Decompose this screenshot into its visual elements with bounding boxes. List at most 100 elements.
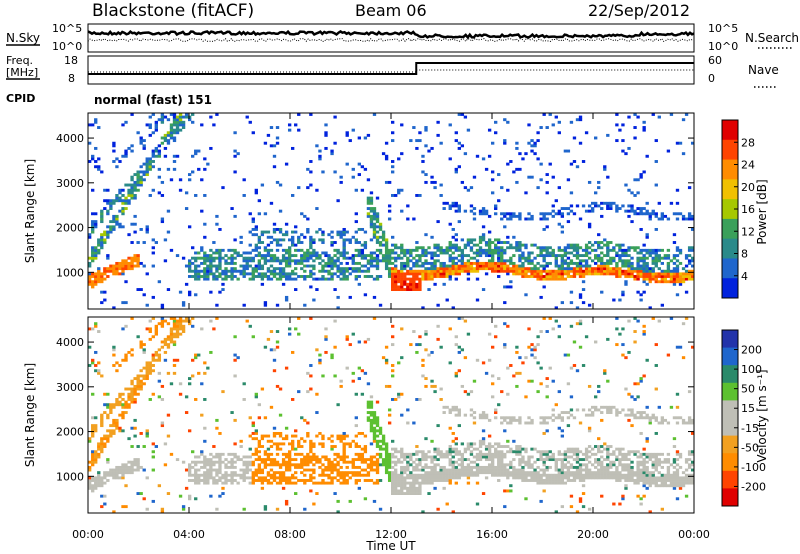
power-cell <box>657 115 661 119</box>
velocity-cell <box>400 327 404 331</box>
power-cell <box>181 301 186 305</box>
velocity-cell <box>375 463 380 467</box>
power-cell <box>97 251 101 255</box>
velocity-cell <box>106 413 110 417</box>
power-cell <box>136 288 140 291</box>
velocity-cell <box>436 473 440 477</box>
power-cell <box>209 254 213 258</box>
power-cell <box>136 173 140 177</box>
power-cell <box>500 217 504 221</box>
power-cell <box>542 254 546 258</box>
power-cell <box>536 157 540 161</box>
velocity-cell <box>584 450 589 454</box>
velocity-cell <box>88 479 92 482</box>
velocity-cell <box>594 471 598 475</box>
power-cell <box>587 225 592 229</box>
power-cell <box>463 264 468 268</box>
power-cell <box>400 264 404 268</box>
power-cell <box>463 269 468 273</box>
power-cell <box>669 201 674 205</box>
velocity-cell <box>594 458 598 462</box>
velocity-cell <box>145 377 149 381</box>
power-cell <box>306 248 310 252</box>
power-cell <box>191 269 195 273</box>
velocity-cell <box>200 452 204 456</box>
power-cell <box>248 251 252 255</box>
velocity-cell <box>578 476 583 480</box>
power-cell <box>478 267 483 271</box>
velocity-cell <box>378 439 383 443</box>
power-cell <box>578 141 583 145</box>
power-cell <box>536 267 540 271</box>
power-cell <box>500 246 504 250</box>
power-cell <box>118 199 122 203</box>
power-cell <box>394 243 398 247</box>
velocity-cell <box>554 481 558 485</box>
velocity-cell <box>272 476 277 480</box>
velocity-cell <box>127 471 131 475</box>
power-cell <box>357 282 361 286</box>
velocity-cell <box>330 479 334 482</box>
power-cell <box>636 269 640 273</box>
velocity-cell <box>551 379 555 383</box>
velocity-cell <box>297 463 301 467</box>
power-cell <box>560 207 565 210</box>
velocity-cell <box>324 465 328 469</box>
power-cell <box>369 196 374 200</box>
velocity-cell <box>433 471 437 475</box>
velocity-cell <box>633 450 637 454</box>
velocity-cell <box>312 455 316 459</box>
velocity-cell <box>427 479 431 482</box>
power-cell <box>88 275 92 278</box>
velocity-cell <box>284 479 289 482</box>
velocity-cell <box>397 481 401 485</box>
velocity-cell <box>551 452 555 456</box>
velocity-cell <box>627 468 631 472</box>
power-cell <box>172 113 177 116</box>
power-cell <box>497 269 501 273</box>
velocity-cell <box>463 450 468 454</box>
power-cell <box>342 256 346 260</box>
velocity-cell <box>590 473 595 477</box>
power-cell <box>263 275 268 278</box>
velocity-cell <box>545 455 549 459</box>
power-cell <box>539 251 543 255</box>
power-cell <box>336 264 340 268</box>
power-cell <box>566 212 571 216</box>
velocity-cell <box>487 450 492 454</box>
power-cell <box>539 295 543 299</box>
velocity-cell <box>615 327 619 331</box>
power-cell <box>433 264 437 268</box>
power-cell <box>500 212 504 216</box>
power-cell <box>651 248 655 252</box>
velocity-cell <box>603 458 607 462</box>
velocity-cell <box>421 479 425 482</box>
power-cell <box>509 269 513 273</box>
power-cell <box>672 233 677 237</box>
velocity-cell <box>518 416 522 420</box>
power-cell <box>136 188 140 192</box>
velocity-cell <box>303 468 307 472</box>
power-cell <box>378 235 383 239</box>
velocity-cell <box>451 510 455 514</box>
power-cell <box>284 233 289 237</box>
power-cell <box>445 275 449 278</box>
velocity-cell <box>500 471 504 475</box>
velocity-cell <box>375 416 380 420</box>
power-cell <box>639 227 643 231</box>
power-cell <box>481 248 486 252</box>
velocity-cell <box>269 452 274 456</box>
velocity-cell <box>430 460 434 464</box>
velocity-cell <box>642 332 646 336</box>
power-cell <box>366 254 371 258</box>
velocity-cell <box>91 484 95 488</box>
power-cell <box>484 167 489 171</box>
power-cell <box>412 275 416 278</box>
power-cell <box>454 131 458 135</box>
velocity-cell <box>457 476 461 480</box>
velocity-cell <box>445 473 449 477</box>
velocity-cell <box>600 463 604 467</box>
velocity-cell <box>584 463 589 467</box>
velocity-cell <box>597 460 601 464</box>
velocity-cell <box>166 371 171 375</box>
